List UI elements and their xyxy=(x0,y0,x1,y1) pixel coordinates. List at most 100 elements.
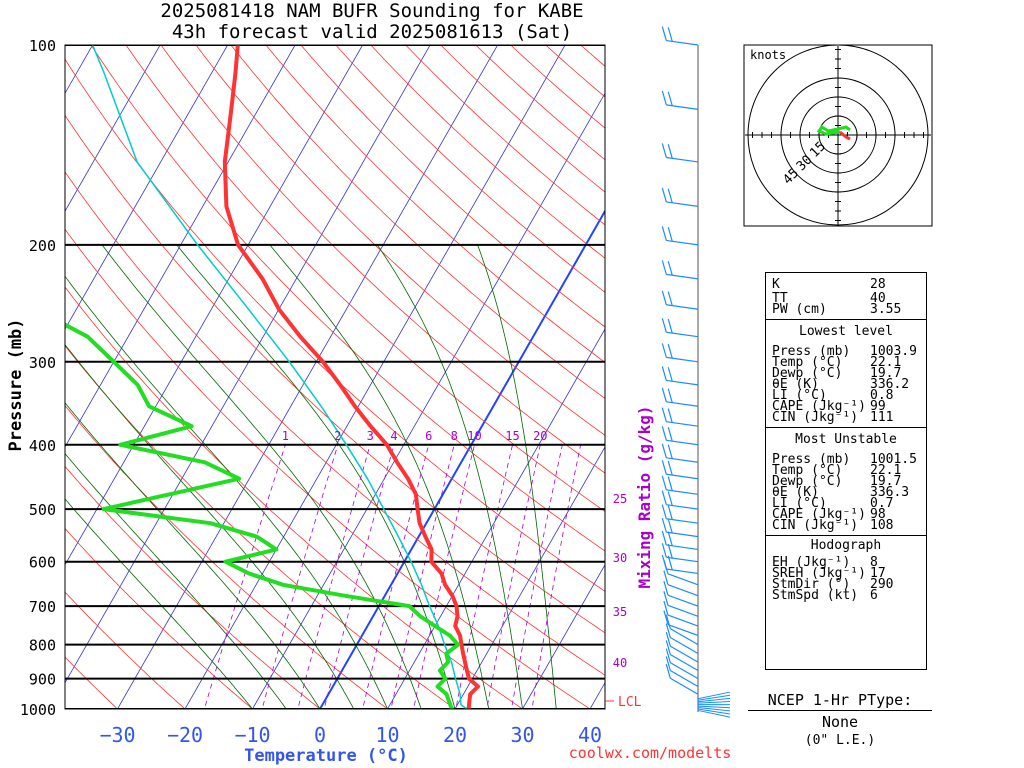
mixing-ratio-line xyxy=(362,444,430,709)
isotherm-line xyxy=(522,564,605,709)
wind-barb xyxy=(661,504,699,524)
lowest-level-value: 0.8 xyxy=(870,388,894,403)
wind-barb xyxy=(661,290,699,310)
pw-value: 3.55 xyxy=(870,302,902,317)
hodograph-stat-label: EH (Jkg⁻¹) xyxy=(772,555,851,570)
dry-adiabat-line xyxy=(65,405,389,709)
dry-adiabat-line xyxy=(475,45,605,161)
dry-adiabat-line xyxy=(65,171,605,676)
skewt-grid xyxy=(65,45,605,709)
dry-adiabat-line xyxy=(65,591,186,709)
wind-barb xyxy=(661,90,699,110)
most-unstable-value: 22.1 xyxy=(870,463,902,478)
hodograph-trace-low xyxy=(839,130,851,141)
skewt-traces xyxy=(65,45,480,709)
dewpoint-trace xyxy=(65,322,461,709)
most-unstable-value: 1001.5 xyxy=(870,452,917,467)
wind-barb xyxy=(697,691,731,700)
hodograph-stat-value: 290 xyxy=(870,577,894,592)
hodograph-units-label: knots xyxy=(750,48,786,62)
most-unstable-value: 0.7 xyxy=(870,496,894,511)
wind-barbs xyxy=(661,26,731,718)
dry-adiabat-line xyxy=(65,345,456,709)
dry-adiabat-line xyxy=(65,286,524,709)
wind-barb xyxy=(663,559,699,586)
temperature-tick-label: 0 xyxy=(314,723,326,747)
most-unstable-label: θE (K) xyxy=(772,485,819,500)
lowest-level-row: Dewp (°C) 19.7 xyxy=(772,366,926,381)
temperature-tick-labels: −30 −20 −10 0 10 20 30 40 xyxy=(99,723,602,747)
wind-barb xyxy=(663,581,699,607)
hodograph-stat-value: 8 xyxy=(870,555,878,570)
isotherm-line xyxy=(252,92,605,709)
most-unstable-row: Temp (°C) 22.1 xyxy=(772,463,926,478)
dry-adiabat-line xyxy=(65,58,605,592)
temperature-tick-label: 30 xyxy=(510,723,534,747)
wind-barb xyxy=(661,530,699,551)
dry-adiabat-line xyxy=(65,228,591,709)
moist-adiabat-line xyxy=(65,275,388,709)
lowest-level-label: CAPE (Jkg⁻¹) xyxy=(772,399,866,414)
hodograph-stat-label: StmDir (°) xyxy=(772,577,851,592)
lowest-level-label: CIN (Jkg⁻¹) xyxy=(772,410,859,425)
hodograph-stat-label: SREH (Jkg⁻¹) xyxy=(772,566,866,581)
hodograph-stat-value: 17 xyxy=(870,566,886,581)
hodograph-stat-value: 6 xyxy=(870,588,878,603)
wind-barb xyxy=(661,443,699,463)
most-unstable-label: Dewp (°C) xyxy=(772,474,843,489)
wind-barb xyxy=(697,705,731,709)
wind-barb xyxy=(661,407,699,427)
wind-barb xyxy=(661,387,699,407)
isotherm-line xyxy=(117,45,499,709)
hodograph-header: Hodograph xyxy=(810,538,882,553)
moist-adiabat-line xyxy=(269,244,490,709)
most-unstable-header: Most Unstable xyxy=(795,432,897,447)
moist-adiabat-line xyxy=(65,402,321,709)
hodograph-stat-row: SREH (Jkg⁻¹) 17 xyxy=(772,566,926,581)
dry-adiabat-line xyxy=(230,45,605,399)
ptype-value: None xyxy=(821,713,859,731)
dry-adiabat-line xyxy=(300,45,605,328)
wind-barb xyxy=(661,260,699,280)
most-unstable-row: CAPE (Jkg⁻¹) 98 xyxy=(772,507,926,522)
wind-barb xyxy=(697,709,731,718)
hodograph-trace xyxy=(816,124,851,136)
lowest-level-value: 99 xyxy=(870,399,886,414)
lowest-level-row: θE (K) 336.2 xyxy=(772,378,926,391)
isotherm-line xyxy=(65,45,364,566)
moist-adiabat-line xyxy=(101,244,422,709)
most-unstable-label: CAPE (Jkg⁻¹) xyxy=(772,507,866,522)
plot-border xyxy=(64,44,606,710)
theta-e-label: 25 xyxy=(613,492,627,506)
most-unstable-value: 98 xyxy=(870,507,886,522)
mixing-ratio-line xyxy=(261,444,339,709)
wind-barb xyxy=(661,366,699,386)
lowest-level-header: Lowest level xyxy=(799,324,893,339)
lcl-label: LCL xyxy=(618,695,642,710)
most-unstable-row: θE (K) 336.3 xyxy=(772,485,926,500)
ptype-note: (0" L.E.) xyxy=(804,733,876,748)
most-unstable-label: Temp (°C) xyxy=(772,463,843,478)
lowest-level-label: Dewp (°C) xyxy=(772,366,843,381)
moist-adiabat-line xyxy=(65,452,287,709)
pressure-tick-labels: 100 200 300 400 500 600 700 800 900 1000 xyxy=(20,37,56,719)
lowest-level-label: LI (°C) xyxy=(772,388,827,403)
wind-barb xyxy=(665,631,699,663)
lowest-level-label: Temp (°C) xyxy=(772,355,843,370)
wind-barb xyxy=(661,426,699,446)
most-unstable-value: 108 xyxy=(870,518,894,533)
theta-e-label: 30 xyxy=(613,551,627,565)
isotherm-line xyxy=(65,45,296,448)
wind-barb xyxy=(663,600,699,627)
wind-barb xyxy=(661,517,699,538)
lowest-level-row: CIN (Jkg⁻¹) 111 xyxy=(772,410,926,425)
pw-label: PW (cm) xyxy=(772,302,827,317)
dry-adiabat-line xyxy=(160,45,605,474)
isotherm-line xyxy=(65,45,161,212)
temperature-trace xyxy=(222,45,480,709)
most-unstable-section: Most Unstable Press (mb) 1001.5 Temp (°C) 2… xyxy=(766,428,926,535)
lowest-level-row: Temp (°C) 22.1 xyxy=(772,355,926,370)
temperature-tick-label: 10 xyxy=(375,723,399,747)
lowest-level-value: 22.1 xyxy=(870,355,902,370)
